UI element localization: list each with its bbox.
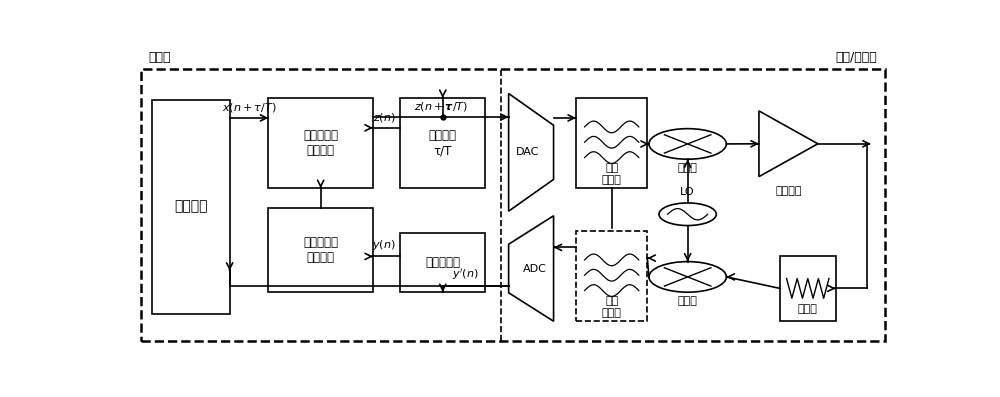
Text: 模拟/射频域: 模拟/射频域 <box>835 52 877 64</box>
Circle shape <box>659 203 716 225</box>
Text: $y(n)$: $y(n)$ <box>372 239 395 252</box>
Text: 基带处理: 基带处理 <box>174 200 208 214</box>
Text: $z(n)$: $z(n)$ <box>373 111 395 124</box>
Text: 预失真参数
估计模块: 预失真参数 估计模块 <box>303 236 338 264</box>
FancyBboxPatch shape <box>780 256 836 321</box>
Polygon shape <box>759 111 818 177</box>
Text: 衰减器: 衰减器 <box>798 304 818 314</box>
Text: 发送
滤波器: 发送 滤波器 <box>602 163 622 185</box>
FancyBboxPatch shape <box>400 98 485 188</box>
Text: 接收
滤波器: 接收 滤波器 <box>602 296 622 318</box>
Polygon shape <box>509 216 554 321</box>
Text: 数据同步
τ/T: 数据同步 τ/T <box>429 129 457 157</box>
FancyBboxPatch shape <box>152 100 230 314</box>
FancyBboxPatch shape <box>268 98 373 188</box>
Text: 数字预失真
补偿模块: 数字预失真 补偿模块 <box>303 129 338 157</box>
Text: $y'(n)$: $y'(n)$ <box>452 268 479 282</box>
Text: LO: LO <box>680 187 695 197</box>
Text: $z(n+\boldsymbol{\tau}/T)$: $z(n+\boldsymbol{\tau}/T)$ <box>414 100 468 113</box>
Text: DAC: DAC <box>516 147 539 157</box>
Text: $x(n+\tau/T)$: $x(n+\tau/T)$ <box>222 101 276 114</box>
Text: 功率归一化: 功率归一化 <box>425 256 460 269</box>
Text: 混频器: 混频器 <box>678 297 698 306</box>
FancyBboxPatch shape <box>576 231 647 321</box>
Text: 数字域: 数字域 <box>148 52 171 64</box>
FancyBboxPatch shape <box>576 98 647 188</box>
Circle shape <box>649 129 726 159</box>
FancyBboxPatch shape <box>268 208 373 292</box>
Circle shape <box>649 262 726 292</box>
Text: 混频器: 混频器 <box>678 164 698 173</box>
Text: ADC: ADC <box>523 264 547 274</box>
FancyBboxPatch shape <box>400 233 485 292</box>
Polygon shape <box>509 93 554 211</box>
Text: 射频功放: 射频功放 <box>775 186 802 196</box>
